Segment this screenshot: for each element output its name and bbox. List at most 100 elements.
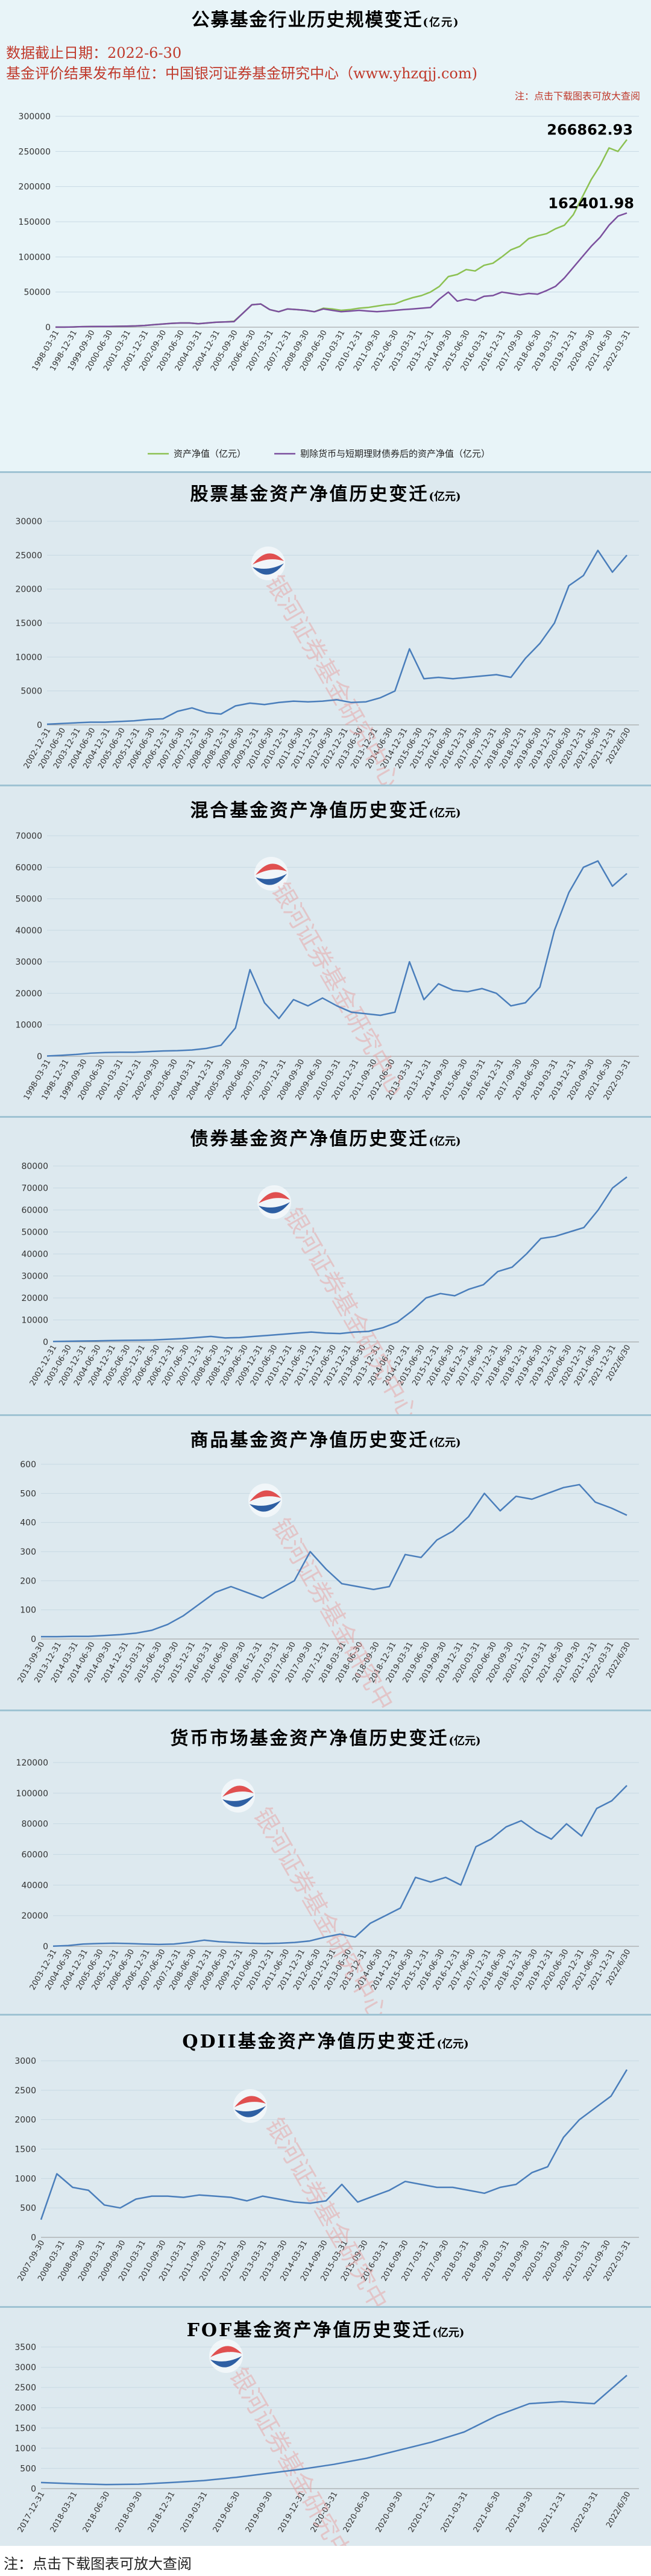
chart-qdii-title: QDII基金资产净值历史变迁(亿元): [182, 2031, 469, 2052]
logo-icon: [222, 1796, 254, 1807]
divider: [0, 2014, 651, 2016]
y-tick-label: 100000: [16, 1789, 48, 1799]
y-tick-label: 3500: [14, 2343, 36, 2352]
x-tick-label: 2019-09-30: [244, 2490, 275, 2534]
y-tick-label: 80000: [21, 1162, 48, 1171]
y-tick-label: 30000: [15, 957, 42, 967]
logo-icon: [209, 2339, 243, 2373]
x-tick-label: 2018-09-30: [114, 2490, 145, 2534]
x-tick-label: 2021-03-31: [439, 2490, 470, 2534]
series-line: [40, 2375, 627, 2486]
y-tick-label: 500: [20, 2204, 36, 2213]
y-tick-label: 2000: [14, 2116, 36, 2125]
y-tick-label: 0: [37, 1052, 42, 1062]
y-tick-label: 2500: [14, 2383, 36, 2393]
data-label-total: 266862.93: [547, 122, 633, 139]
series-line: [52, 1176, 627, 1343]
y-tick-label: 300: [20, 1547, 36, 1557]
chart-hybrid: 0100002000030000400005000060000700001998…: [15, 832, 639, 1102]
y-tick-label: 20000: [21, 1911, 48, 1921]
publisher-line: 基金评价结果发布单位：中国银河证券基金研究中心（www.yhzqjj.com): [6, 65, 477, 82]
y-tick-label: 500: [20, 1489, 36, 1499]
y-tick-label: 70000: [15, 832, 42, 841]
logo-icon: [234, 2106, 266, 2117]
chart-hybrid-panel: 混合基金资产净值历史变迁(亿元) 0 10000 20000 30000 40000 50…: [0, 786, 651, 1118]
y-tick-label: 1000: [14, 2174, 36, 2184]
y-tick-label: 25000: [15, 551, 42, 560]
y-tick-label: 5000: [20, 687, 42, 697]
logo-icon: [253, 563, 284, 575]
y-tick-label: 10000: [21, 1316, 48, 1326]
divider: [0, 2306, 651, 2308]
y-tick-label: 1500: [14, 2424, 36, 2433]
y-tick-label: 70000: [21, 1184, 48, 1194]
x-tick-label: 2019-03-31: [179, 2490, 210, 2534]
chart-bond: 0 10000 20000 30000 40000 50000 60000 70000 8000…: [21, 1162, 639, 1416]
logo-icon: [233, 2089, 267, 2123]
logo-icon: [248, 1484, 282, 1517]
y-tick-label: 20000: [15, 585, 42, 595]
y-tick-label: 20000: [15, 989, 42, 998]
y-tick-label: 0: [37, 721, 42, 730]
series-line: [40, 2069, 628, 2220]
y-tick-label: 2500: [14, 2086, 36, 2096]
y-tick-label: 40000: [15, 926, 42, 936]
y-tick-label: 40000: [21, 1250, 48, 1259]
x-tick-label: 2021-12-31: [537, 2490, 568, 2534]
x-tick-label: 2017-12-31: [16, 2490, 47, 2534]
x-tick-label: 2019-06-30: [212, 2490, 242, 2534]
divider: [0, 471, 651, 473]
y-tick-label: 0: [43, 1942, 48, 1952]
y-tick-label: 0: [45, 323, 51, 333]
y-tick-label: 50000: [24, 288, 51, 298]
y-tick-label: 50000: [15, 895, 42, 904]
y-tick-label: 100000: [19, 252, 51, 262]
y-tick-label: 150000: [19, 218, 51, 227]
logo-icon: [250, 1500, 281, 1512]
y-tick-label: 0: [43, 1338, 48, 1347]
divider: [0, 1414, 651, 1416]
header-panel: 公募基金行业历史规模变迁(亿元) 数据截止日期：2022-6-30 基金评价结果…: [0, 0, 651, 105]
chart-stock: 0500010000150002000025000300002002-12-31…: [15, 517, 639, 786]
x-tick-label: 2020-06-30: [342, 2490, 373, 2534]
y-tick-label: 20000: [21, 1294, 48, 1303]
x-tick-label: 2020-09-30: [374, 2490, 405, 2534]
x-tick-label: 2022-03-31: [570, 2490, 600, 2534]
footer: 注：点击下载图表可放大查阅: [0, 2546, 651, 2576]
y-tick-label: 1500: [14, 2145, 36, 2155]
header-note: 注：点击下载图表可放大查阅: [514, 90, 640, 102]
y-tick-label: 60000: [21, 1206, 48, 1215]
y-tick-label: 10000: [15, 653, 42, 662]
y-tick-label: 600: [20, 1460, 36, 1470]
logo-icon: [256, 863, 287, 875]
x-tick-label: 2018-06-30: [81, 2490, 112, 2534]
chart-qdii-panel: QDII基金资产净值历史变迁(亿元) 0 500 1000 1500 2000 2500 3…: [0, 2016, 651, 2308]
data-label-excl: 162401.98: [548, 195, 634, 212]
y-tick-label: 3000: [14, 2363, 36, 2373]
divider: [0, 1116, 651, 1118]
logo-icon: [210, 2356, 242, 2368]
y-tick-label: 30000: [15, 517, 42, 527]
x-tick-label: 2018-03-31: [49, 2490, 80, 2534]
y-tick-label: 120000: [16, 1758, 48, 1768]
chart-fof-title: FOF基金资产净值历史变迁(亿元): [186, 2320, 465, 2341]
legend-label: 剔除货币与短期理财债券后的资产净值（亿元）: [300, 448, 490, 459]
y-tick-label: 100: [20, 1606, 36, 1615]
y-tick-label: 0: [31, 2233, 36, 2243]
watermark-text: 银河证券基金研究中心: [224, 2363, 368, 2546]
series-line: [41, 1484, 627, 1638]
chart-stock-panel: 股票基金资产净值历史变迁(亿元) 0 5000 10000 15000 20000 250…: [0, 473, 651, 786]
y-tick-label: 15000: [15, 619, 42, 628]
logo-icon: [222, 1785, 254, 1797]
chart-commodity-title: 商品基金资产净值历史变迁(亿元): [190, 1430, 461, 1451]
logo-icon: [234, 2096, 266, 2107]
header-title: 公募基金行业历史规模变迁(亿元): [191, 10, 460, 31]
logo-icon: [250, 1490, 281, 1502]
logo-icon: [256, 874, 287, 885]
y-tick-label: 0: [31, 1635, 36, 1644]
y-tick-label: 300000: [19, 112, 51, 122]
series-line: [55, 212, 627, 328]
chart-overall: 0500001000001500002000002500003000001998…: [19, 112, 639, 459]
